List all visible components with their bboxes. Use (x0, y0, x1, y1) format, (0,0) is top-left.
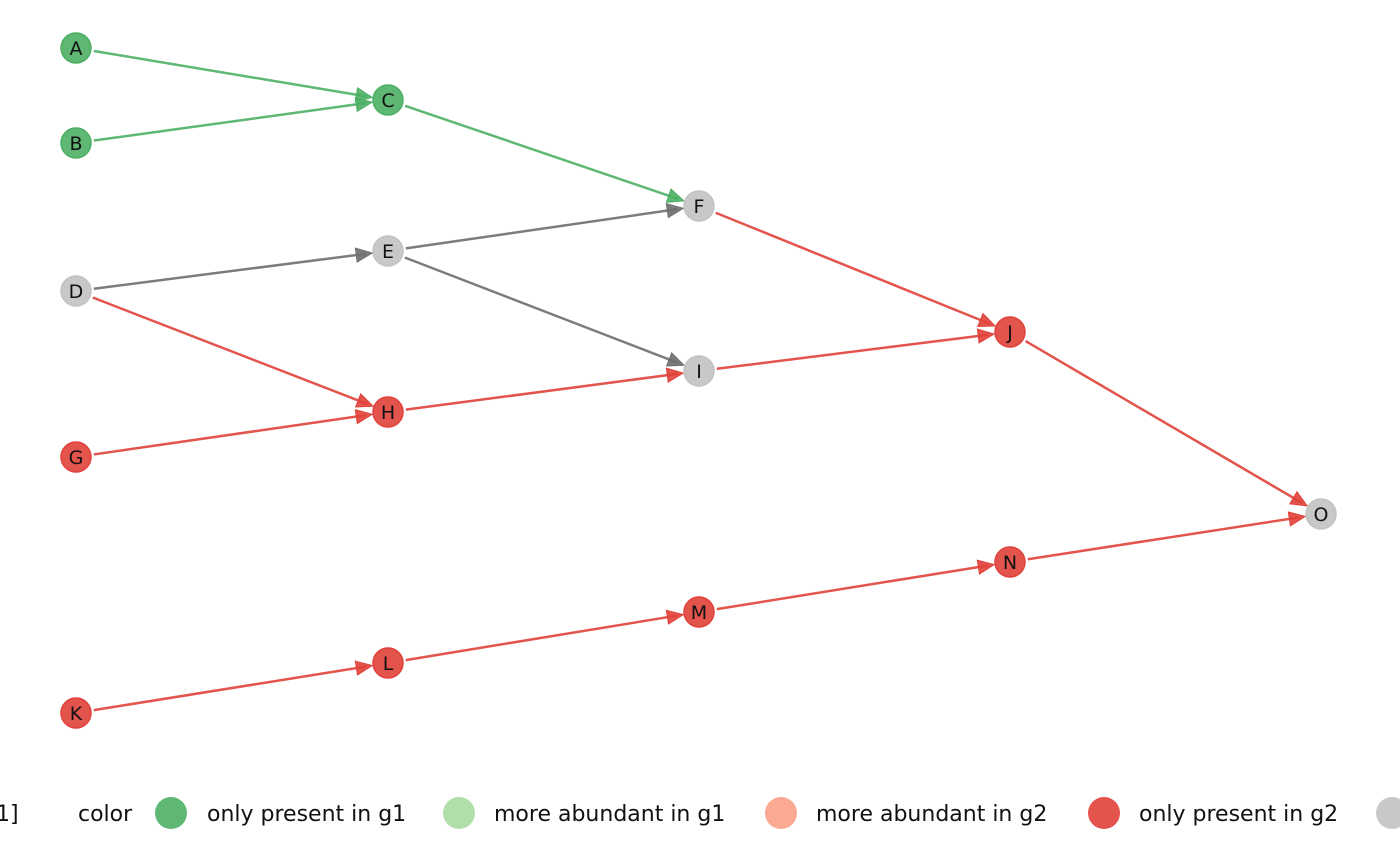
legend-swatch-more-g2 (765, 797, 797, 829)
node-label-D: D (69, 281, 84, 303)
edge-arrowhead-L-M (665, 609, 685, 625)
node-I: I (683, 355, 715, 387)
node-label-L: L (383, 653, 394, 675)
edge-E-I (404, 256, 679, 365)
node-B: B (60, 127, 92, 159)
legend-swatch-more-g1 (443, 797, 475, 829)
edge-arrowhead-E-I (665, 352, 686, 367)
node-label-O: O (1314, 504, 1329, 526)
node-label-C: C (381, 90, 394, 112)
edge-arrowhead-N-O (1287, 511, 1307, 527)
legend-label-only-g1: only present in g1 (207, 802, 406, 827)
nodes-layer: A B C D E F G H I J K L M N O (60, 32, 1337, 729)
edge-N-O (1027, 516, 1300, 561)
node-J: J (994, 316, 1026, 348)
node-D: D (60, 275, 92, 307)
node-circle-B (60, 127, 92, 159)
edge-D-H (92, 296, 368, 406)
node-N: N (994, 546, 1026, 578)
legend: 1] color only present in g1 more abundan… (0, 797, 1400, 829)
edge-arrowhead-E-F (665, 202, 685, 219)
node-circle-D (60, 275, 92, 307)
node-label-K: K (70, 703, 83, 725)
node-label-G: G (69, 447, 84, 469)
edge-arrowhead-J-O (1289, 490, 1309, 507)
node-circle-E (372, 235, 404, 267)
node-circle-O (1305, 498, 1337, 530)
node-L: L (372, 647, 404, 679)
edge-arrowhead-D-E (354, 247, 374, 263)
legend-swatch-neutral (1376, 797, 1400, 829)
node-M: M (683, 596, 715, 628)
node-circle-C (372, 84, 404, 116)
node-label-I: I (696, 361, 702, 383)
edge-I-J (716, 333, 989, 371)
node-circle-N (994, 546, 1026, 578)
node-circle-J (994, 316, 1026, 348)
edge-D-E (93, 252, 367, 290)
node-H: H (372, 396, 404, 428)
edge-K-L (93, 665, 367, 712)
legend-label-only-g2: only present in g2 (1139, 802, 1338, 827)
node-K: K (60, 697, 92, 729)
node-circle-G (60, 441, 92, 473)
edge-L-M (405, 614, 678, 662)
legend-label-more-g2: more abundant in g2 (816, 802, 1047, 827)
edge-arrowhead-D-H (354, 393, 375, 408)
node-label-F: F (694, 196, 705, 218)
legend-cut-prefix: 1] (0, 802, 19, 827)
edge-G-H (93, 413, 367, 456)
node-label-H: H (381, 402, 395, 424)
edge-J-O (1024, 340, 1303, 504)
legend-label-more-g1: more abundant in g1 (494, 802, 725, 827)
legend-swatch-only-g1 (155, 797, 187, 829)
edge-arrowhead-B-C (354, 96, 374, 113)
node-E: E (372, 235, 404, 267)
node-circle-L (372, 647, 404, 679)
node-label-E: E (382, 241, 394, 263)
edge-A-C (93, 49, 367, 98)
node-label-N: N (1003, 552, 1017, 574)
node-circle-H (372, 396, 404, 428)
node-C: C (372, 84, 404, 116)
legend-swatch-only-g2 (1088, 797, 1120, 829)
node-label-J: J (1006, 322, 1013, 344)
edge-arrowhead-H-I (665, 367, 685, 383)
node-label-A: A (70, 38, 83, 60)
node-O: O (1305, 498, 1337, 530)
node-label-B: B (69, 133, 82, 155)
edge-E-F (405, 207, 678, 250)
node-G: G (60, 441, 92, 473)
edge-arrowhead-F-J (976, 312, 997, 327)
edge-arrowhead-C-F (665, 188, 686, 203)
node-F: F (683, 190, 715, 222)
legend-title: color (78, 802, 133, 827)
node-A: A (60, 32, 92, 64)
node-label-M: M (691, 602, 707, 624)
node-circle-A (60, 32, 92, 64)
node-circle-F (683, 190, 715, 222)
edge-F-J (715, 211, 991, 325)
node-circle-M (683, 596, 715, 628)
edges-layer (92, 49, 1309, 712)
edge-H-I (405, 372, 678, 411)
edge-B-C (93, 101, 367, 142)
edge-M-N (716, 564, 989, 611)
edge-arrowhead-M-N (976, 559, 996, 575)
edge-arrowhead-K-L (354, 660, 374, 676)
edge-arrowhead-G-H (354, 408, 374, 425)
node-circle-I (683, 355, 715, 387)
node-circle-K (60, 697, 92, 729)
edge-arrowhead-I-J (976, 328, 996, 344)
edge-C-F (404, 104, 679, 201)
